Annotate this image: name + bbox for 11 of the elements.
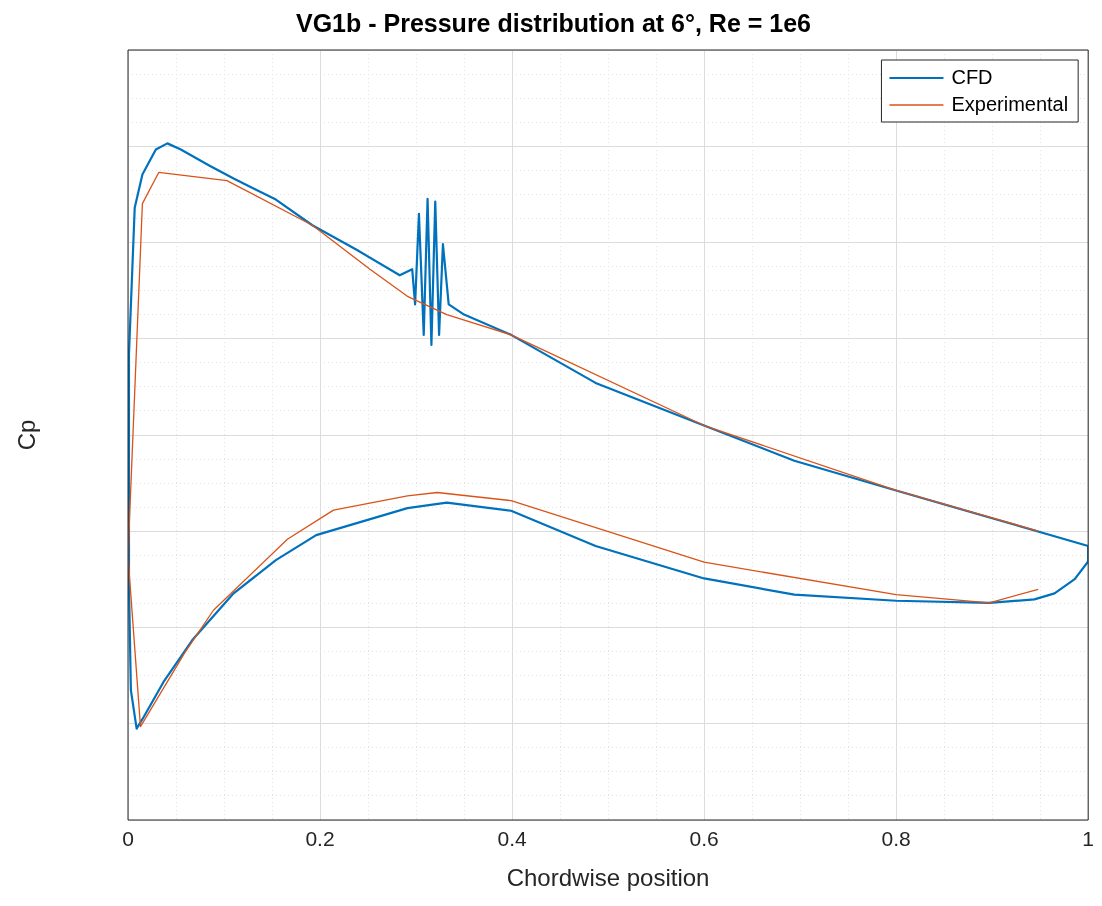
x-tick-label: 0.2 bbox=[305, 827, 335, 851]
x-axis-title: Chordwise position bbox=[506, 864, 710, 892]
x-tick-label: 0.6 bbox=[689, 827, 719, 851]
x-tick-label: 0 bbox=[122, 827, 134, 851]
x-tick-label: 0.4 bbox=[497, 827, 527, 851]
y-axis-title: Cp bbox=[13, 419, 41, 451]
x-tick-label: 0.8 bbox=[881, 827, 911, 851]
chart-title: VG1b - Pressure distribution at 6°, Re = 1e6 bbox=[295, 8, 812, 37]
legend-label: Experimental bbox=[951, 92, 1069, 115]
x-tick-label: 1 bbox=[1082, 827, 1094, 851]
legend-label: CFD bbox=[951, 65, 993, 88]
